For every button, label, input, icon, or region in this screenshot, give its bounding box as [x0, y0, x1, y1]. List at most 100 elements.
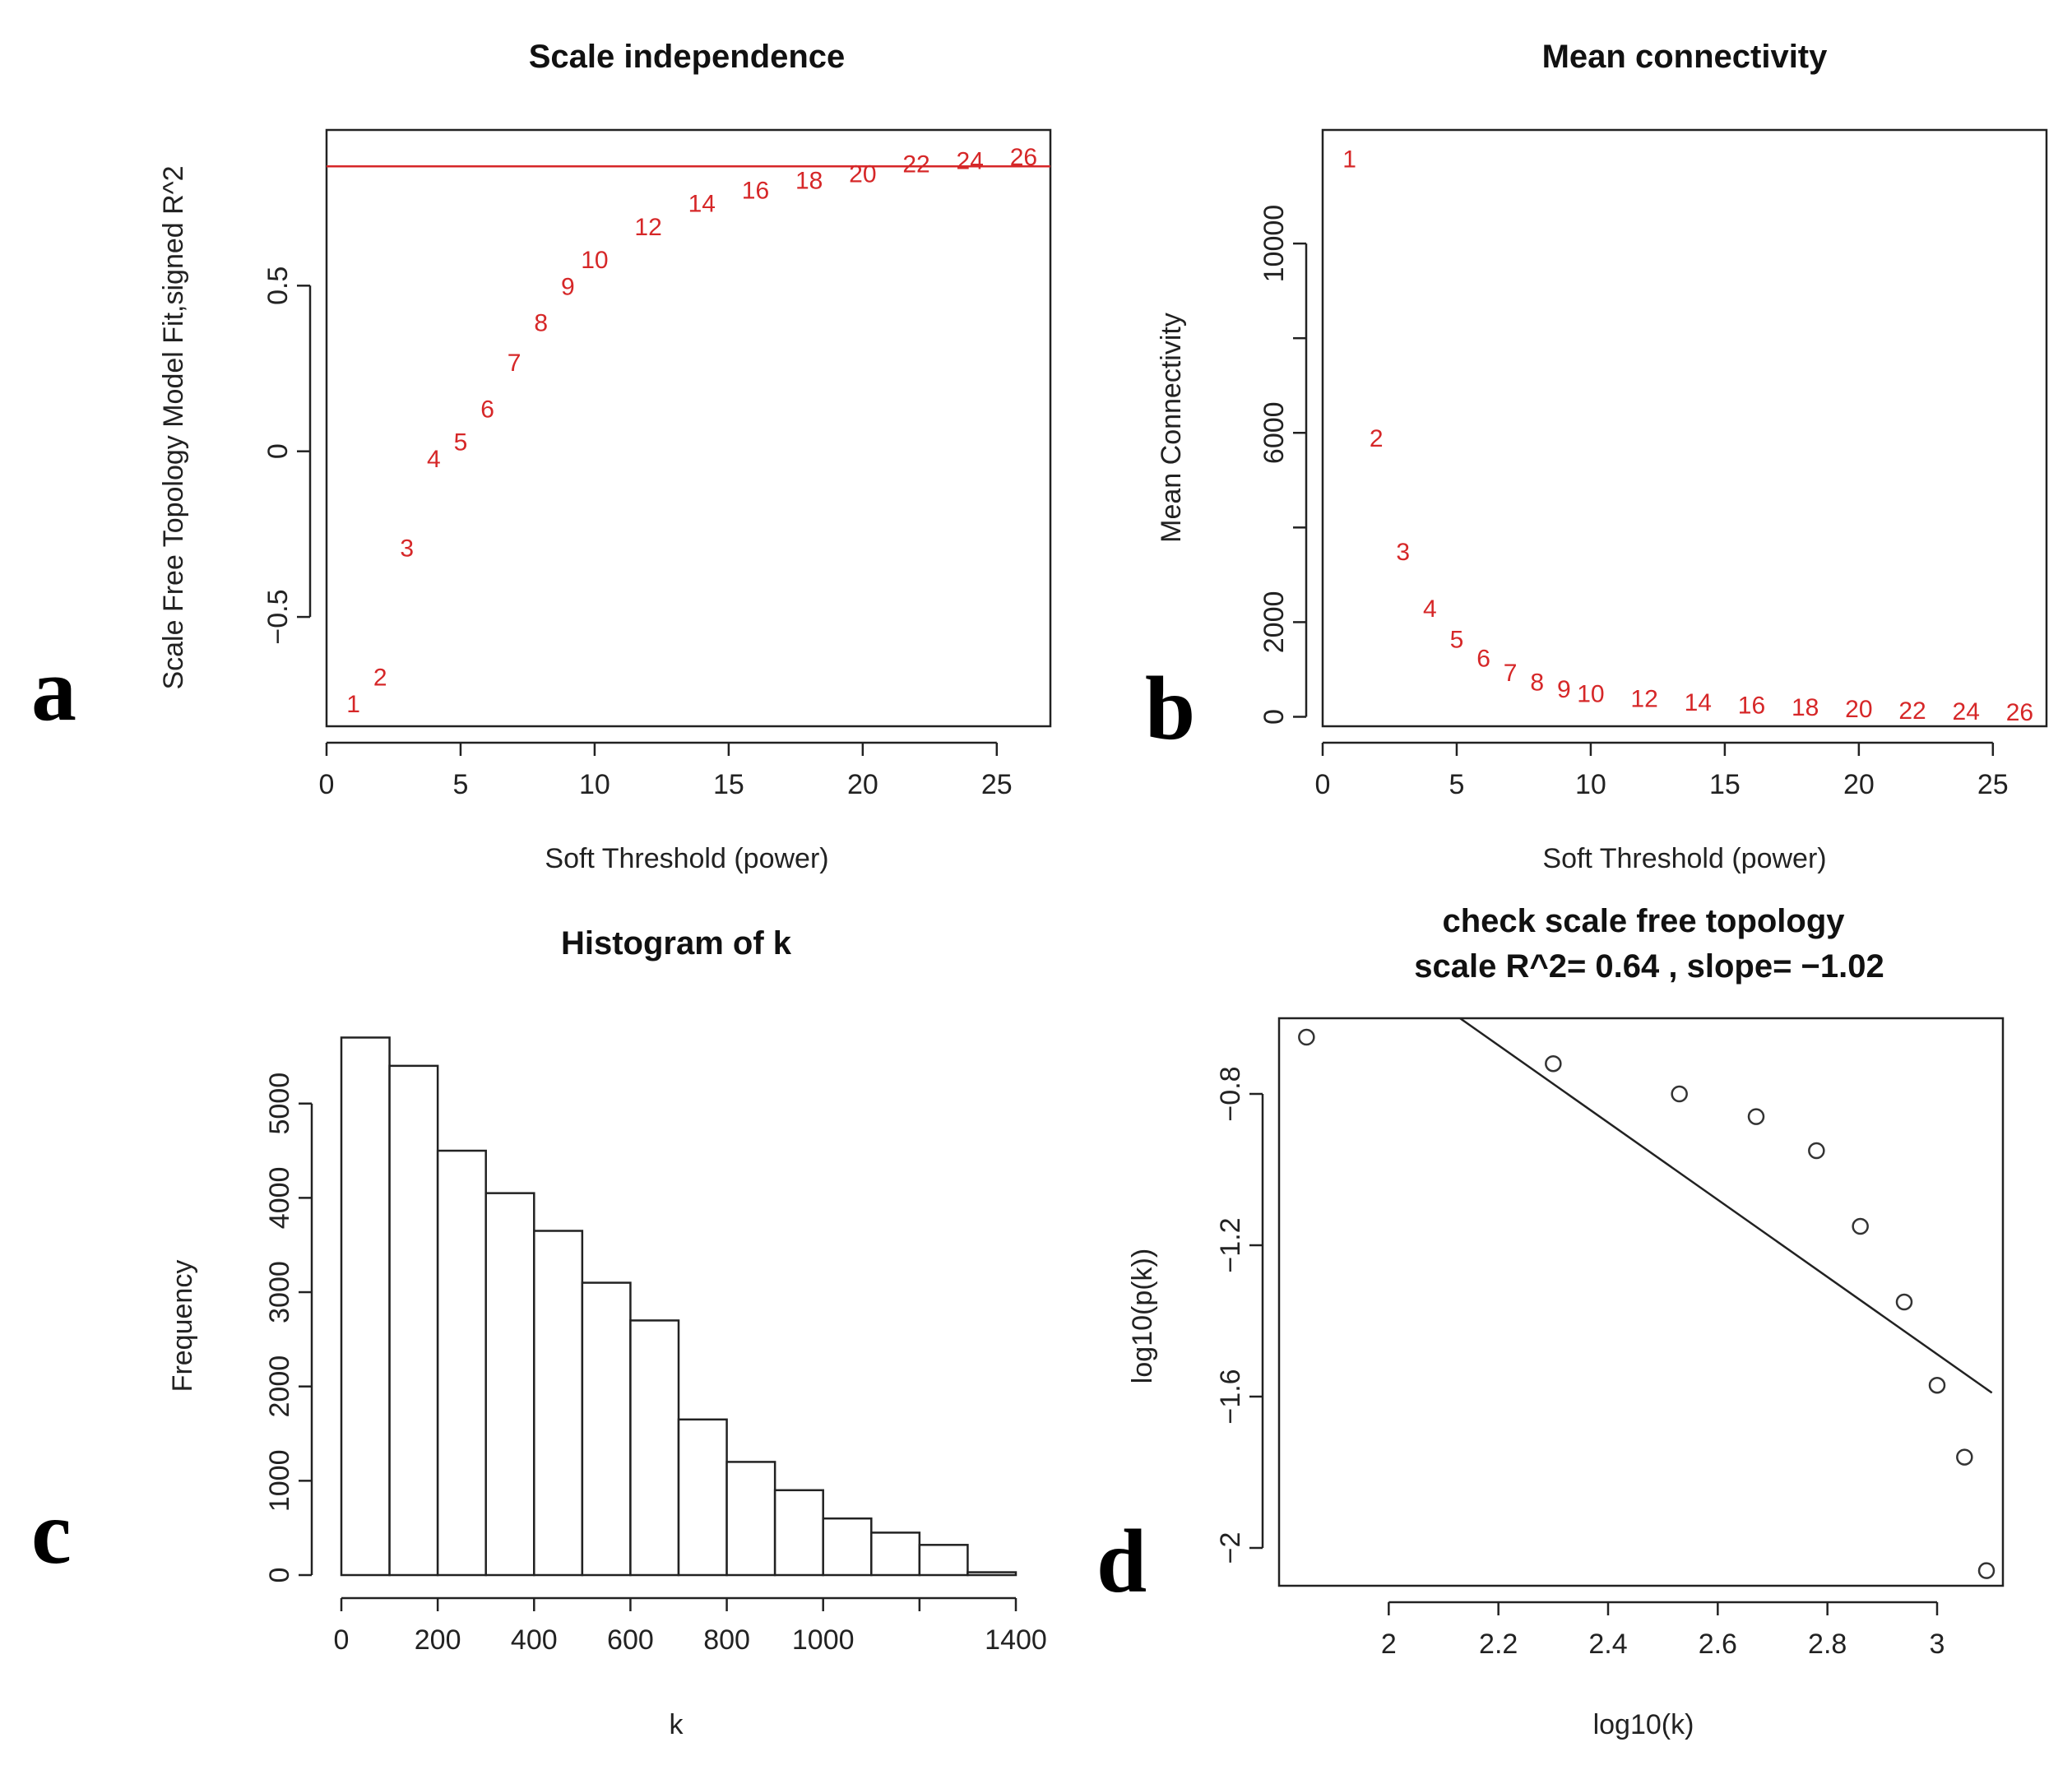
panel-b-point-label: 10	[1577, 681, 1604, 708]
panel-a-scale-independence: Scale independence Soft Threshold (power…	[31, 39, 1052, 874]
panel-d-data-point	[1977, 1562, 1996, 1579]
panel-d-ytick-label: −0.8	[1215, 1066, 1246, 1121]
panel-c-y-axis: 0 1000 2000 3000 4000 5000	[264, 1073, 313, 1583]
panel-a-point-label: 10	[581, 247, 608, 274]
panel-d-fit-line	[1459, 1017, 1993, 1394]
panel-d-ytick-label: −2	[1215, 1532, 1246, 1564]
panel-b-ylabel: Mean Connectivity	[1156, 313, 1187, 543]
panel-a-title: Scale independence	[529, 39, 846, 75]
panel-a-ylabel: Scale Free Topology Model Fit,signed R^2	[158, 165, 189, 689]
panel-b-plot-frame	[1321, 128, 2048, 728]
panel-b-xtick-label: 5	[1449, 769, 1465, 800]
panel-b-point-label: 4	[1423, 595, 1437, 623]
panel-b-xtick-label: 0	[1315, 769, 1331, 800]
panel-d-data-point	[1747, 1108, 1765, 1125]
panel-a-point-label: 16	[742, 178, 769, 205]
panel-a-point-label: 8	[534, 310, 548, 337]
panel-c-ytick-label: 3000	[264, 1261, 295, 1323]
panel-b-ytick-label: 0	[1258, 709, 1290, 725]
panel-c-histogram-bar	[629, 1319, 680, 1577]
panel-a-point-label: 26	[1010, 144, 1037, 171]
panel-c-ytick-label: 5000	[264, 1073, 295, 1135]
panel-c-histogram-bar	[436, 1149, 487, 1577]
panel-a-plot-frame	[325, 128, 1052, 728]
panel-c-xtick-label: 0	[334, 1624, 350, 1656]
panel-b-ytick-label: 6000	[1258, 401, 1290, 464]
panel-b-point-label: 18	[1792, 694, 1819, 721]
panel-a-point-label: 2	[373, 665, 387, 692]
panel-c-ylabel: Frequency	[167, 1260, 198, 1392]
panel-b-point-label: 26	[2006, 699, 2033, 726]
panel-a-point-label: 6	[480, 396, 494, 423]
panel-b-point-label: 22	[1898, 697, 1926, 725]
panel-c-histogram-bar	[870, 1531, 921, 1577]
panel-d-data-point	[1895, 1293, 1913, 1311]
panel-b-point-label: 1	[1342, 146, 1356, 174]
panel-b-point-label: 7	[1504, 660, 1518, 687]
panel-d-ylabel: log10(p(k))	[1127, 1249, 1158, 1383]
panel-d-xtick-label: 3	[1930, 1629, 1945, 1660]
panel-c-histogram-bar	[918, 1544, 969, 1577]
panel-a-point-label: 12	[634, 214, 661, 241]
panel-c-ytick-label: 1000	[264, 1450, 295, 1513]
panel-a-point-label: 18	[795, 167, 823, 194]
panel-c-histogram-bar	[725, 1461, 776, 1577]
panel-c-bars	[340, 1036, 1017, 1577]
panel-b-point-label: 6	[1476, 646, 1490, 673]
panel-d-xtick-label: 2.6	[1699, 1629, 1737, 1660]
panel-d-xtick-label: 2.2	[1479, 1629, 1518, 1660]
panel-c-ytick-label: 4000	[264, 1167, 295, 1230]
panel-d-subtitle: scale R^2= 0.64 , slope= −1.02	[1414, 948, 1884, 985]
panel-d-title: check scale free topology	[1442, 903, 1845, 939]
panel-b-point-label: 24	[1953, 698, 1980, 725]
panel-d-scale-free-check: check scale free topology scale R^2= 0.6…	[1096, 903, 2005, 1740]
panel-d-data-point	[1852, 1217, 1869, 1235]
panel-b-point-label: 14	[1685, 689, 1712, 716]
panel-c-histogram-bar	[677, 1418, 728, 1577]
panel-d-y-axis: −2 −1.6 −1.2 −0.8	[1215, 1066, 1264, 1564]
panel-a-point-label: 22	[902, 151, 929, 178]
panel-d-ytick-label: −1.6	[1215, 1369, 1246, 1424]
panel-c-xtick-label: 600	[607, 1624, 654, 1656]
panel-c-histogram-bar	[581, 1281, 632, 1577]
panel-c-histogram-bar	[484, 1192, 535, 1577]
panel-c-histogram-bar	[340, 1036, 391, 1577]
panel-b-point-label: 3	[1396, 539, 1410, 566]
panel-b-xtick-label: 15	[1709, 769, 1741, 800]
panel-b-ytick-label: 2000	[1258, 591, 1290, 654]
panel-a-x-axis: 0 5 10 15 20 25	[319, 741, 1013, 800]
panel-a-xtick-label: 25	[981, 769, 1013, 800]
panel-a-point-label: 3	[400, 535, 414, 563]
panel-c-histogram-bar	[773, 1489, 824, 1577]
panel-d-data-point	[1671, 1085, 1688, 1103]
panel-b-xtick-label: 25	[1977, 769, 2009, 800]
panel-b-x-axis: 0 5 10 15 20 25	[1315, 741, 2009, 800]
panel-c-ytick-label: 2000	[264, 1355, 295, 1418]
panel-c-title: Histogram of k	[561, 925, 792, 961]
panel-a-xtick-label: 5	[453, 769, 469, 800]
panel-b-xtick-label: 10	[1575, 769, 1606, 800]
panel-a-xtick-label: 0	[319, 769, 335, 800]
panel-c-histogram-bar	[966, 1571, 1017, 1577]
panel-c-xtick-label: 200	[415, 1624, 461, 1656]
panel-a-ytick-label: 0.5	[262, 266, 294, 305]
panel-a-point-label: 7	[508, 350, 521, 377]
panel-letter-d: d	[1096, 1511, 1147, 1611]
panel-a-xlabel: Soft Threshold (power)	[545, 843, 828, 874]
panel-b-point-label: 2	[1370, 425, 1384, 452]
panel-letter-a: a	[31, 639, 76, 739]
panel-c-xtick-label: 400	[511, 1624, 558, 1656]
panel-c-xtick-label: 1400	[985, 1624, 1047, 1656]
panel-c-xlabel: k	[670, 1709, 684, 1740]
panel-a-xtick-label: 20	[847, 769, 878, 800]
panel-a-y-axis: −0.5 0 0.5	[262, 266, 312, 645]
panel-c-ytick-label: 0	[264, 1568, 295, 1583]
panel-b-point-label: 12	[1630, 685, 1657, 712]
panel-d-x-axis: 2 2.2 2.4 2.6 2.8 3	[1381, 1601, 1945, 1660]
panel-b-point-label: 5	[1450, 627, 1464, 654]
panel-d-xtick-label: 2.8	[1808, 1629, 1847, 1660]
panel-d-plot-frame	[1277, 1017, 2005, 1587]
panel-d-data-point	[1956, 1448, 1973, 1466]
